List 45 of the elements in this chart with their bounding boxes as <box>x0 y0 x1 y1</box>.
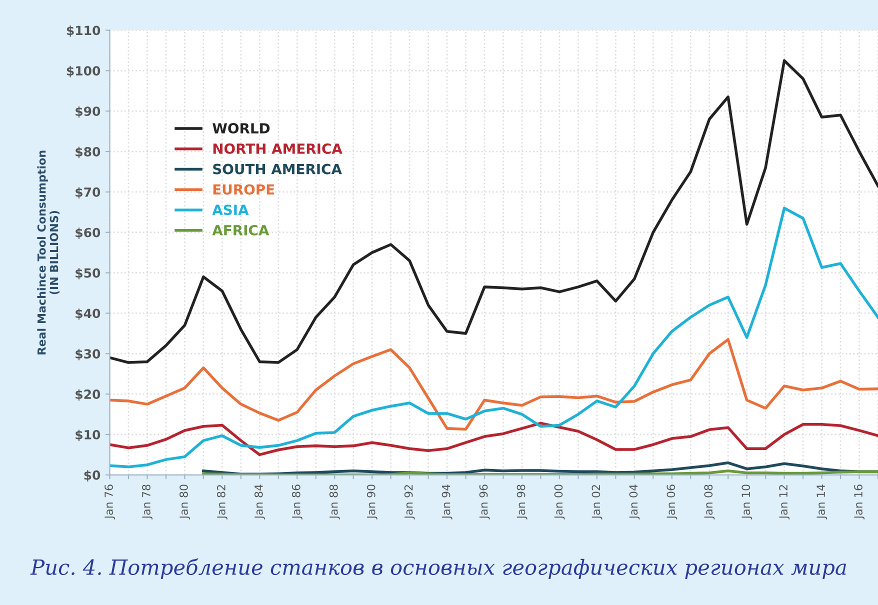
y-tick-label: $50 <box>76 268 100 280</box>
line-series <box>110 206 878 468</box>
x-tick-label: Jan 96 <box>479 484 490 520</box>
x-tick-label: Jan 86 <box>292 484 302 520</box>
x-tick-label: Jan 82 <box>216 485 228 520</box>
x-tick-label: Jan 08 <box>704 484 715 520</box>
x-tick-label: Jan 84 <box>254 484 265 520</box>
y-axis-title: Real Machince Tool Consumption (IN BILLIONS) <box>37 150 60 354</box>
line-series <box>110 59 878 364</box>
x-tick-label: Jan 02 <box>592 485 602 520</box>
legend-label: AFRICA <box>212 224 270 236</box>
y-tick-label: $20 <box>76 389 100 401</box>
y-tick-label: $40 <box>76 308 100 320</box>
x-tick-label: Jan 88 <box>329 484 340 520</box>
legend-label: SOUTH AMERICA <box>213 164 342 174</box>
x-tick-label: Jan 16 <box>854 484 865 520</box>
x-tick-label: Jan 92 <box>404 485 415 520</box>
x-tick-label: Jan 78 <box>142 484 153 520</box>
x-tick-label: Jan 10 <box>742 484 752 520</box>
x-tick-label: Jan 00 <box>554 484 565 520</box>
text: Рис. 4. Потребление станков в основных географических регионах мира <box>30 558 846 580</box>
x-tick-label: Jan 12 <box>779 485 790 520</box>
line-series <box>110 422 878 456</box>
y-tick-label: $60 <box>76 228 100 239</box>
y-tick-label: $30 <box>76 348 100 360</box>
y-tick-label: $10 <box>76 430 100 442</box>
y-tick-label: $0 <box>84 470 100 482</box>
y-tick-label: $80 <box>76 146 100 158</box>
x-tick-label: Jan 90 <box>366 484 378 520</box>
x-tick-label: Jan 04 <box>629 484 640 520</box>
legend-label: ASIA <box>212 204 249 216</box>
y-tick-label: $110 <box>66 26 100 37</box>
x-tick-label: Jan 94 <box>442 484 452 520</box>
legend-label: NORTH AMERICA <box>213 143 342 154</box>
legend-label: EUROPE <box>213 184 274 195</box>
x-tick-label: Jan 80 <box>180 484 190 520</box>
y-tick-label: $90 <box>76 106 100 118</box>
y-tick-label: $100 <box>66 66 100 78</box>
y-tick-label: $70 <box>76 187 100 199</box>
x-tick-label: Jan 76 <box>104 484 116 520</box>
x-tick-label: Jan 14 <box>816 484 828 520</box>
x-tick-label: Jan 98 <box>516 484 528 520</box>
line-series <box>110 338 878 431</box>
x-tick-label: Jan 06 <box>666 484 678 520</box>
legend-label: WORLD <box>212 123 270 134</box>
